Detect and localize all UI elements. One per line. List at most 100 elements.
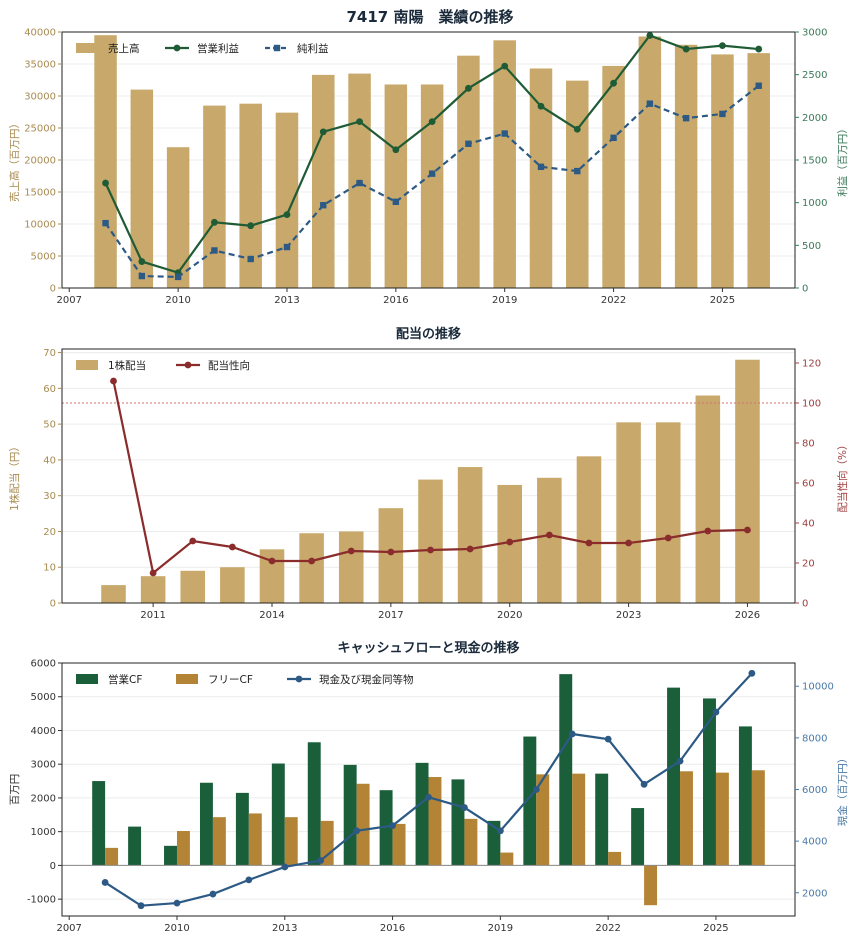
bar-営業CF xyxy=(667,687,681,866)
point-営業利益 xyxy=(465,84,472,92)
bar-1株配当 xyxy=(616,422,641,603)
legend-swatch-売上高 xyxy=(76,43,98,53)
y-tick-label-left: 50 xyxy=(43,420,56,431)
y-tick-label-right: 1000 xyxy=(802,198,827,209)
legend-label-現金及び現金同等物: 現金及び現金同等物 xyxy=(319,673,414,686)
bar-営業CF xyxy=(164,845,177,866)
point-配当性向 xyxy=(149,569,157,577)
legend-swatch-フリーCF xyxy=(176,674,198,684)
point-営業利益 xyxy=(610,79,617,87)
y-tick-label-left: 3000 xyxy=(31,760,56,771)
bar-フリーCF xyxy=(500,852,514,866)
bar-売上高 xyxy=(638,36,662,289)
point-配当性向 xyxy=(704,527,712,535)
y-tick-label-right: 40 xyxy=(802,519,815,530)
point-現金及び現金同等物 xyxy=(281,863,289,871)
point-配当性向 xyxy=(387,548,395,556)
bar-売上高 xyxy=(312,74,335,288)
legend-label-配当性向: 配当性向 xyxy=(208,359,250,372)
bar-営業CF xyxy=(451,779,465,866)
x-tick-label: 2022 xyxy=(595,923,620,934)
bar-営業CF xyxy=(738,726,752,866)
x-tick-label: 2013 xyxy=(272,923,297,934)
point-純利益 xyxy=(646,100,654,107)
plot-frame xyxy=(61,348,796,604)
bar-営業CF xyxy=(307,742,321,866)
bar-営業CF xyxy=(199,782,213,866)
legend-label-営業利益: 営業利益 xyxy=(197,42,239,55)
x-tick-label: 2016 xyxy=(383,295,408,306)
bar-1株配当 xyxy=(101,585,126,603)
y-tick-label-left: 60 xyxy=(43,384,56,395)
bar-フリーCF xyxy=(392,823,406,866)
bar-フリーCF xyxy=(356,783,370,866)
y-tick-label-left: 10000 xyxy=(24,220,56,231)
point-営業利益 xyxy=(392,146,400,154)
bar-売上高 xyxy=(166,147,190,288)
y-tick-label-right: 2000 xyxy=(802,113,827,124)
y-tick-label-right: 8000 xyxy=(802,733,827,744)
point-営業利益 xyxy=(537,102,545,110)
y-tick-label-left: 70 xyxy=(43,348,56,359)
bar-1株配当 xyxy=(735,359,760,603)
bar-フリーCF xyxy=(176,830,190,866)
legend-marker-営業利益 xyxy=(173,44,181,52)
y-tick-label-left: 25000 xyxy=(24,124,56,135)
bar-1株配当 xyxy=(140,576,166,603)
y-tick-label-right: 120 xyxy=(802,359,821,370)
y-tick-label-left: -1000 xyxy=(27,895,56,906)
point-純利益 xyxy=(211,247,218,254)
bar-売上高 xyxy=(529,68,553,288)
bar-フリーCF xyxy=(105,847,119,866)
x-tick-label: 2007 xyxy=(56,923,81,934)
y-tick-label-right: 0 xyxy=(802,599,808,610)
point-純利益 xyxy=(356,179,363,187)
bar-1株配当 xyxy=(220,567,245,603)
point-純利益 xyxy=(682,114,690,122)
bar-売上高 xyxy=(674,44,698,288)
legend-label-フリーCF: フリーCF xyxy=(208,674,253,686)
bar-売上高 xyxy=(239,103,262,289)
bar-フリーCF xyxy=(536,774,550,866)
legend-swatch-営業CF xyxy=(76,674,98,684)
y-tick-label-left: 2000 xyxy=(31,793,56,804)
y-axis-label-right: 現金（百万円） xyxy=(836,753,849,827)
legend-marker-配当性向 xyxy=(184,361,192,369)
bar-売上高 xyxy=(420,84,444,288)
y-tick-label-left: 10 xyxy=(43,563,56,574)
point-配当性向 xyxy=(427,546,434,554)
point-純利益 xyxy=(428,170,436,177)
x-tick-label: 2010 xyxy=(164,923,189,934)
x-tick-label: 2013 xyxy=(274,295,299,306)
y-tick-label-left: 0 xyxy=(50,861,56,872)
point-現金及び現金同等物 xyxy=(353,827,361,835)
point-配当性向 xyxy=(347,547,355,555)
y-tick-label-left: 0 xyxy=(50,284,56,295)
bar-売上高 xyxy=(747,53,770,289)
point-純利益 xyxy=(465,140,472,147)
point-純利益 xyxy=(574,167,581,175)
legend-label-売上高: 売上高 xyxy=(108,42,140,55)
bar-1株配当 xyxy=(655,422,681,603)
point-営業利益 xyxy=(247,222,255,230)
bar-営業CF xyxy=(379,790,393,866)
bar-1株配当 xyxy=(457,467,483,603)
x-tick-label: 2014 xyxy=(259,610,284,621)
y-tick-label-right: 1500 xyxy=(802,156,827,167)
point-配当性向 xyxy=(625,539,632,547)
bar-営業CF xyxy=(343,764,357,866)
x-tick-label: 2011 xyxy=(140,610,165,621)
bar-フリーCF xyxy=(644,865,658,906)
panel-title: キャッシュフローと現金の推移 xyxy=(337,640,519,656)
point-営業利益 xyxy=(356,118,363,125)
point-配当性向 xyxy=(308,557,316,565)
bar-売上高 xyxy=(493,40,516,288)
y-tick-label-left: 35000 xyxy=(24,60,56,71)
x-tick-label: 2025 xyxy=(703,923,728,934)
y-axis-label-right: 利益（百万円） xyxy=(836,123,849,197)
point-営業利益 xyxy=(138,258,146,265)
point-現金及び現金同等物 xyxy=(209,890,217,898)
bar-フリーCF xyxy=(572,773,586,866)
bar-営業CF xyxy=(487,820,501,866)
